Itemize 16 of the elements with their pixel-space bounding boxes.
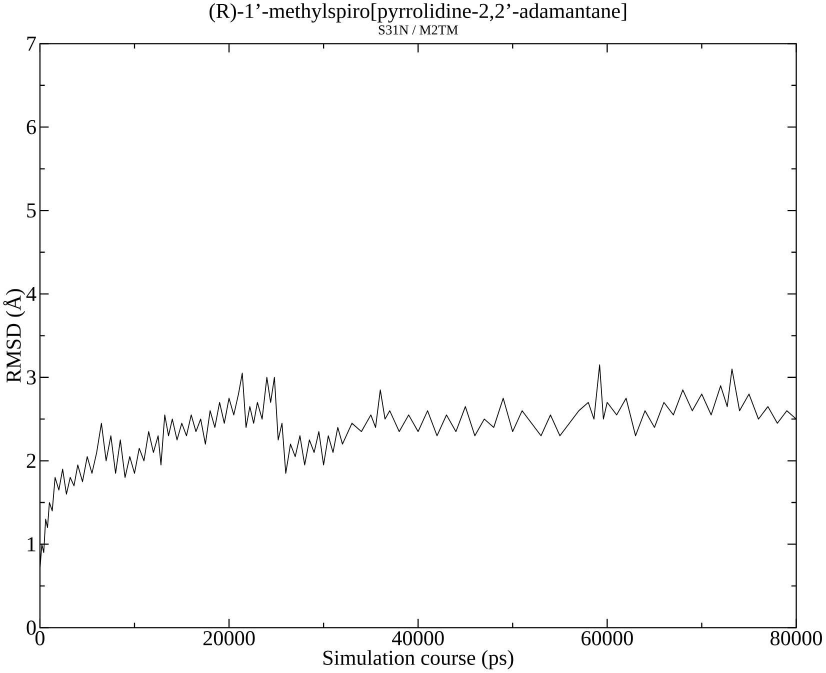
y-tick-label: 6 [26,120,36,134]
x-tick-label: 60000 [582,631,633,646]
y-tick-label: 3 [26,370,36,385]
x-tick-label: 80000 [770,631,822,646]
y-tick-label: 0 [26,620,36,636]
y-axis-title: RMSD (Å) [3,289,26,383]
x-tick-label: 20000 [203,631,255,646]
chart-title: (R)-1’-methylspiro[pyrrolidine-2,2’-adamantane] [210,3,626,23]
y-tick-label: 7 [27,36,36,51]
chart-subtitle: S31N / M2TM [378,26,458,35]
x-tick-label: 40000 [392,631,444,646]
y-tick-label: 2 [26,454,36,468]
y-tick-label: 4 [26,287,36,302]
x-axis-title: Simulation course (ps) [323,650,514,670]
y-tick-label: 1 [28,537,36,552]
y-tick-label: 5 [27,204,36,218]
